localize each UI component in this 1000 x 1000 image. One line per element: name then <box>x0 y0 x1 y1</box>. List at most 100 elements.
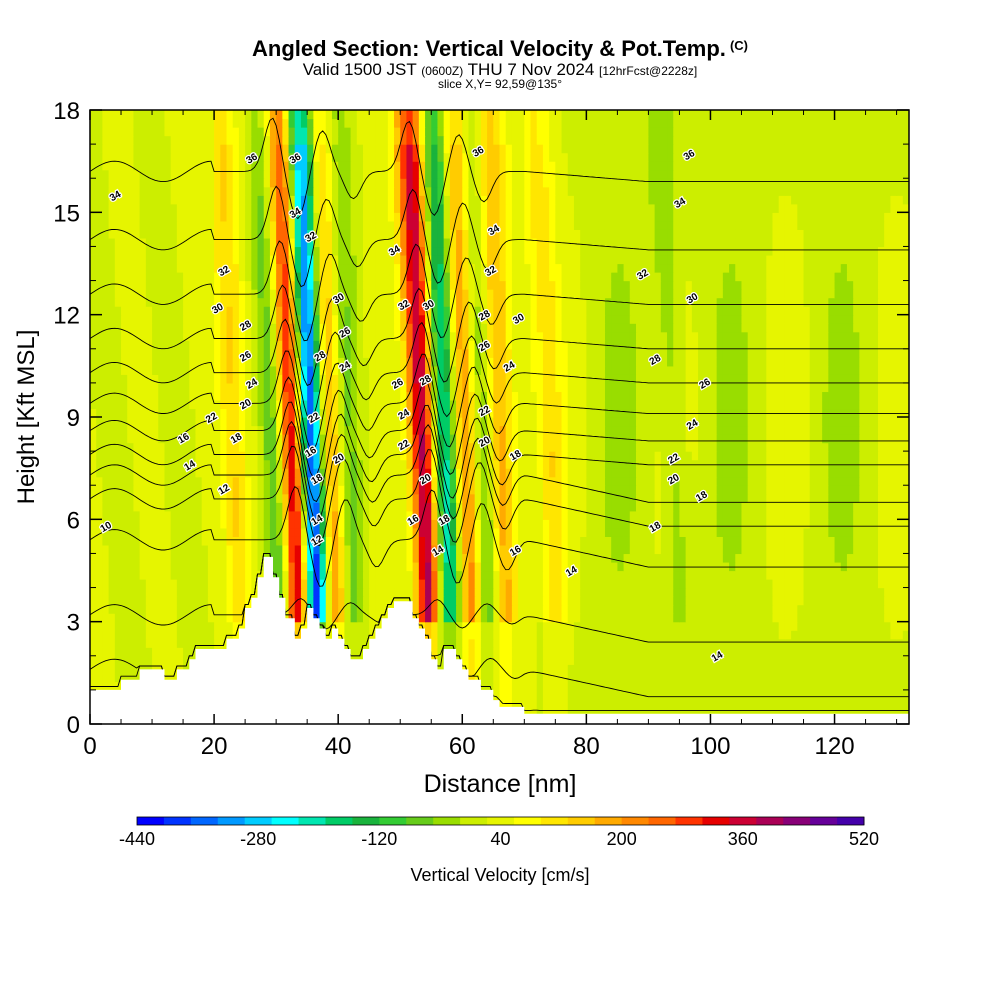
field-cell <box>778 544 786 555</box>
field-cell <box>611 527 618 537</box>
field-cell <box>350 493 358 503</box>
field-cell <box>611 655 618 665</box>
field-cell <box>772 519 780 529</box>
field-cell <box>784 442 792 452</box>
field-cell <box>573 527 581 537</box>
field-cell <box>480 544 488 555</box>
field-cell <box>797 698 805 708</box>
field-cell <box>679 417 687 427</box>
field-cell <box>462 536 470 546</box>
field-cell <box>747 417 755 427</box>
field-cell <box>121 553 128 563</box>
field-cell <box>865 544 873 555</box>
field-cell <box>133 399 141 410</box>
field-cell <box>846 596 854 606</box>
field-cell <box>152 519 159 529</box>
field-cell <box>102 664 110 674</box>
field-cell <box>611 476 618 486</box>
field-cell <box>629 527 637 537</box>
field-cell <box>791 451 798 461</box>
field-cell <box>170 408 178 418</box>
field-cell <box>344 485 352 495</box>
field-cell <box>294 527 302 537</box>
field-cell <box>828 451 836 461</box>
field-cell <box>474 561 482 572</box>
field-cell <box>189 630 197 640</box>
field-cell <box>338 596 345 606</box>
field-cell <box>865 579 873 589</box>
field-cell <box>784 621 792 631</box>
field-cell <box>828 468 836 478</box>
field-cell <box>580 681 587 691</box>
field-cell <box>815 442 823 452</box>
field-cell <box>611 442 618 452</box>
field-cell <box>307 544 314 555</box>
field-cell <box>710 408 718 418</box>
field-cell <box>766 476 774 486</box>
field-cell <box>617 630 625 640</box>
field-cell <box>474 417 482 427</box>
field-cell <box>232 561 240 572</box>
field-cell <box>505 561 513 572</box>
field-cell <box>381 434 389 444</box>
field-cell <box>530 681 538 691</box>
field-cell <box>561 672 569 682</box>
field-cell <box>474 536 482 546</box>
field-cell <box>710 510 718 520</box>
field-cell <box>623 630 631 640</box>
field-cell <box>803 425 811 435</box>
field-cell <box>524 408 532 418</box>
field-cell <box>257 459 265 469</box>
field-cell <box>530 544 538 555</box>
field-cell <box>822 664 829 674</box>
field-cell <box>530 706 538 717</box>
field-cell <box>729 672 736 682</box>
field-cell <box>338 630 345 640</box>
field-cell <box>834 485 842 495</box>
field-cell <box>431 570 439 580</box>
field-cell <box>257 527 265 537</box>
field-cell <box>679 536 687 546</box>
field-cell <box>499 681 507 691</box>
field-cell <box>747 587 755 597</box>
field-cell <box>90 570 97 580</box>
field-cell <box>840 681 848 691</box>
field-cell <box>877 587 885 597</box>
field-cell <box>226 544 234 555</box>
field-cell <box>276 451 283 461</box>
field-cell <box>890 442 898 452</box>
field-cell <box>425 527 432 537</box>
field-cell <box>722 527 730 537</box>
field-cell <box>673 493 681 503</box>
field-cell <box>623 476 631 486</box>
field-cell <box>363 519 370 529</box>
field-cell <box>344 570 352 580</box>
field-cell <box>685 544 693 555</box>
field-cell <box>487 553 494 563</box>
field-cell <box>648 706 656 717</box>
field-cell <box>685 527 693 537</box>
field-cell <box>865 621 873 631</box>
field-cell <box>437 493 445 503</box>
field-cell <box>884 451 891 461</box>
field-cell <box>710 502 718 512</box>
field-cell <box>561 544 569 555</box>
field-cell <box>214 527 221 537</box>
field-cell <box>623 553 631 563</box>
field-cell <box>679 442 687 452</box>
field-cell <box>220 613 228 623</box>
field-cell <box>648 647 656 657</box>
field-cell <box>567 630 575 640</box>
field-cell <box>679 510 687 520</box>
field-cell <box>263 399 271 410</box>
field-cell <box>871 468 879 478</box>
field-cell <box>294 553 302 563</box>
field-cell <box>536 527 544 537</box>
field-cell <box>418 604 426 614</box>
field-cell <box>611 519 618 529</box>
field-cell <box>158 561 166 572</box>
field-cell <box>846 476 854 486</box>
field-cell <box>338 510 345 520</box>
field-cell <box>108 587 116 597</box>
field-cell <box>586 587 594 597</box>
